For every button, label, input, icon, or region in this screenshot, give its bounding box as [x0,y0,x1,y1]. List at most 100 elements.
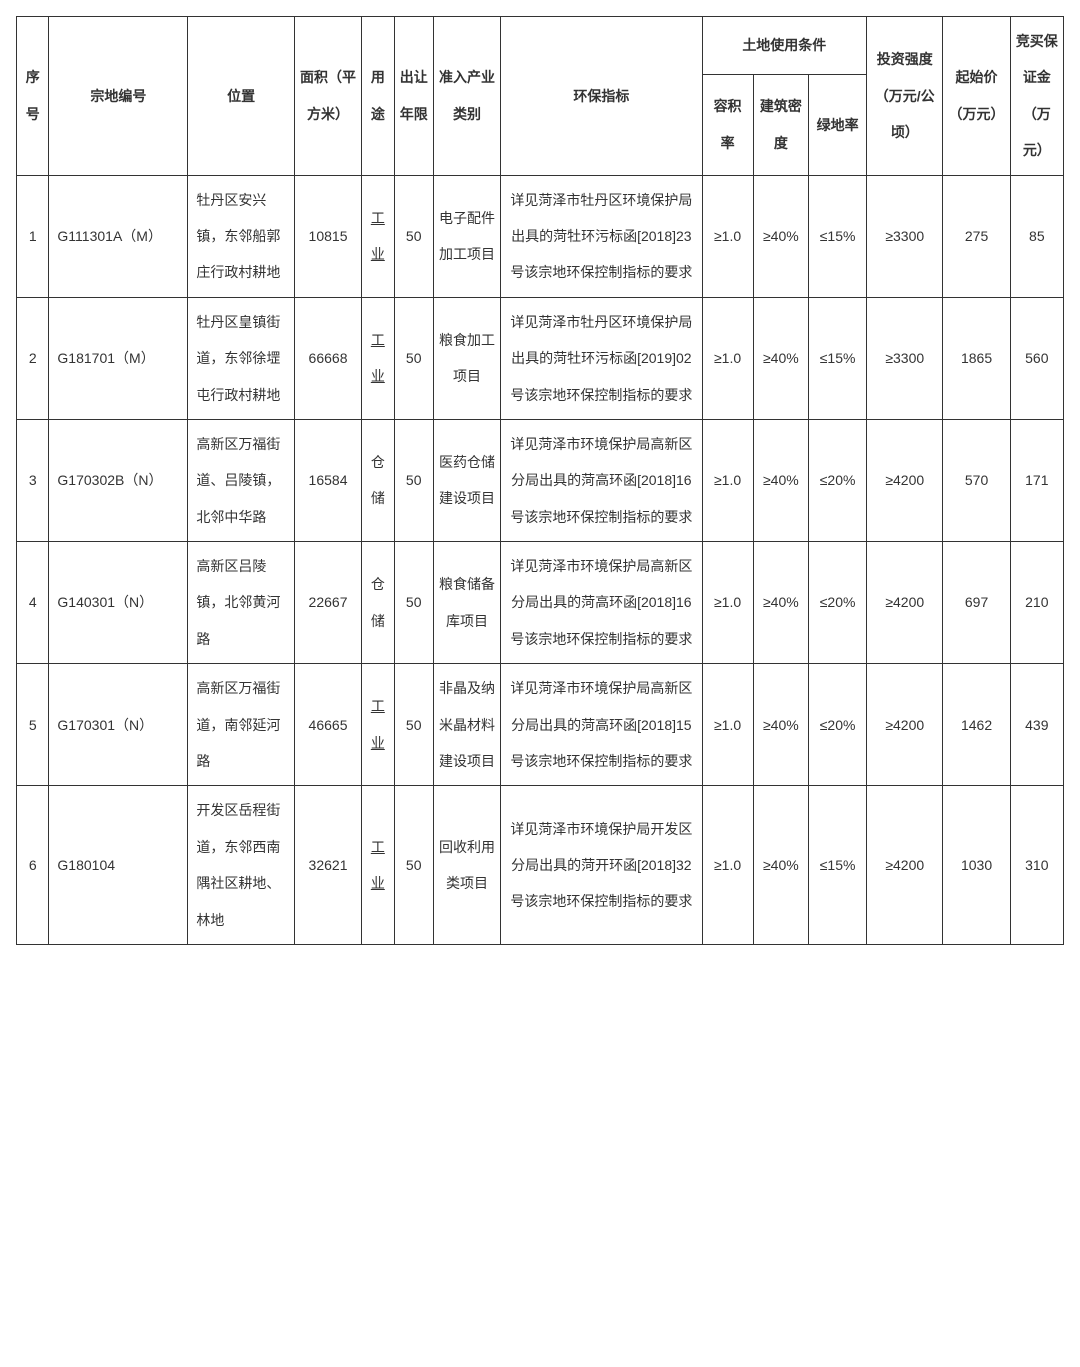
cell-location: 开发区岳程街道，东邻西南隅社区耕地、林地 [188,786,295,945]
cell-location: 牡丹区皇镇街道，东邻徐堽屯行政村耕地 [188,297,295,419]
col-area: 面积（平方米） [294,17,361,176]
col-use: 用途 [362,17,394,176]
cell-seq: 5 [17,664,49,786]
cell-use: 工业 [362,786,394,945]
cell-green-rate: ≤20% [809,542,867,664]
table-row: 6G180104开发区岳程街道，东邻西南隅社区耕地、林地32621工业50回收利… [17,786,1064,945]
cell-use: 工业 [362,297,394,419]
cell-build-density: ≥40% [753,419,809,541]
col-seq: 序号 [17,17,49,176]
cell-far: ≥1.0 [702,419,753,541]
col-build-density: 建筑密度 [753,74,809,175]
cell-green-rate: ≤15% [809,786,867,945]
cell-invest-intensity: ≥4200 [867,664,943,786]
cell-location: 牡丹区安兴镇，东邻船郭庄行政村耕地 [188,175,295,297]
cell-term: 50 [394,175,433,297]
cell-area: 22667 [294,542,361,664]
cell-seq: 3 [17,419,49,541]
cell-parcel-no: G140301（N） [49,542,188,664]
cell-area: 32621 [294,786,361,945]
cell-area: 16584 [294,419,361,541]
cell-term: 50 [394,664,433,786]
cell-location: 高新区万福街道、吕陵镇，北邻中华路 [188,419,295,541]
cell-env: 详见菏泽市牡丹区环境保护局出具的菏牡环污标函[2018]23 号该宗地环保控制指… [501,175,703,297]
cell-build-density: ≥40% [753,297,809,419]
cell-location: 高新区万福街道，南邻延河路 [188,664,295,786]
cell-use: 仓储 [362,542,394,664]
cell-deposit: 310 [1010,786,1063,945]
cell-build-density: ≥40% [753,786,809,945]
cell-far: ≥1.0 [702,786,753,945]
cell-build-density: ≥40% [753,175,809,297]
table-header: 序号 宗地编号 位置 面积（平方米） 用途 出让年限 准入产业类别 环保指标 土… [17,17,1064,176]
cell-start-price: 275 [943,175,1010,297]
cell-seq: 1 [17,175,49,297]
cell-green-rate: ≤15% [809,297,867,419]
cell-area: 46665 [294,664,361,786]
cell-parcel-no: G170302B（N） [49,419,188,541]
cell-deposit: 560 [1010,297,1063,419]
cell-invest-intensity: ≥3300 [867,175,943,297]
col-start-price: 起始价（万元） [943,17,1010,176]
cell-parcel-no: G180104 [49,786,188,945]
cell-parcel-no: G181701（M） [49,297,188,419]
col-land-cond-group: 土地使用条件 [702,17,866,75]
cell-category: 电子配件加工项目 [433,175,500,297]
col-env: 环保指标 [501,17,703,176]
land-listing-table: 序号 宗地编号 位置 面积（平方米） 用途 出让年限 准入产业类别 环保指标 土… [16,16,1064,945]
cell-deposit: 171 [1010,419,1063,541]
cell-term: 50 [394,297,433,419]
cell-deposit: 210 [1010,542,1063,664]
cell-parcel-no: G170301（N） [49,664,188,786]
cell-term: 50 [394,419,433,541]
col-invest-intensity: 投资强度（万元/公顷） [867,17,943,176]
cell-term: 50 [394,542,433,664]
cell-seq: 2 [17,297,49,419]
cell-far: ≥1.0 [702,175,753,297]
table-row: 5G170301（N）高新区万福街道，南邻延河路46665工业50非晶及纳米晶材… [17,664,1064,786]
cell-start-price: 1462 [943,664,1010,786]
col-location: 位置 [188,17,295,176]
cell-deposit: 439 [1010,664,1063,786]
cell-seq: 6 [17,786,49,945]
cell-env: 详见菏泽市环境保护局高新区分局出具的菏高环函[2018]16 号该宗地环保控制指… [501,542,703,664]
cell-category: 粮食加工项目 [433,297,500,419]
cell-location: 高新区吕陵镇，北邻黄河路 [188,542,295,664]
cell-invest-intensity: ≥4200 [867,419,943,541]
cell-invest-intensity: ≥4200 [867,542,943,664]
cell-build-density: ≥40% [753,664,809,786]
table-row: 2G181701（M）牡丹区皇镇街道，东邻徐堽屯行政村耕地66668工业50粮食… [17,297,1064,419]
col-category: 准入产业类别 [433,17,500,176]
cell-category: 非晶及纳米晶材料建设项目 [433,664,500,786]
cell-start-price: 1865 [943,297,1010,419]
col-parcel-no: 宗地编号 [49,17,188,176]
cell-env: 详见菏泽市牡丹区环境保护局出具的菏牡环污标函[2019]02 号该宗地环保控制指… [501,297,703,419]
cell-invest-intensity: ≥3300 [867,297,943,419]
table-row: 4G140301（N）高新区吕陵镇，北邻黄河路22667仓储50粮食储备库项目详… [17,542,1064,664]
cell-green-rate: ≤15% [809,175,867,297]
cell-green-rate: ≤20% [809,664,867,786]
cell-category: 粮食储备库项目 [433,542,500,664]
cell-start-price: 697 [943,542,1010,664]
cell-far: ≥1.0 [702,542,753,664]
cell-env: 详见菏泽市环境保护局高新区分局出具的菏高环函[2018]15 号该宗地环保控制指… [501,664,703,786]
col-far: 容积率 [702,74,753,175]
cell-start-price: 570 [943,419,1010,541]
cell-category: 医药仓储建设项目 [433,419,500,541]
cell-use: 仓储 [362,419,394,541]
table-row: 3G170302B（N）高新区万福街道、吕陵镇，北邻中华路16584仓储50医药… [17,419,1064,541]
table-body: 1G111301A（M）牡丹区安兴镇，东邻船郭庄行政村耕地10815工业50电子… [17,175,1064,944]
cell-invest-intensity: ≥4200 [867,786,943,945]
col-term: 出让年限 [394,17,433,176]
cell-build-density: ≥40% [753,542,809,664]
cell-start-price: 1030 [943,786,1010,945]
cell-env: 详见菏泽市环境保护局开发区分局出具的菏开环函[2018]32 号该宗地环保控制指… [501,786,703,945]
cell-term: 50 [394,786,433,945]
cell-use: 工业 [362,664,394,786]
cell-category: 回收利用类项目 [433,786,500,945]
cell-seq: 4 [17,542,49,664]
cell-env: 详见菏泽市环境保护局高新区分局出具的菏高环函[2018]16 号该宗地环保控制指… [501,419,703,541]
cell-parcel-no: G111301A（M） [49,175,188,297]
col-deposit: 竞买保证金（万元） [1010,17,1063,176]
cell-use: 工业 [362,175,394,297]
